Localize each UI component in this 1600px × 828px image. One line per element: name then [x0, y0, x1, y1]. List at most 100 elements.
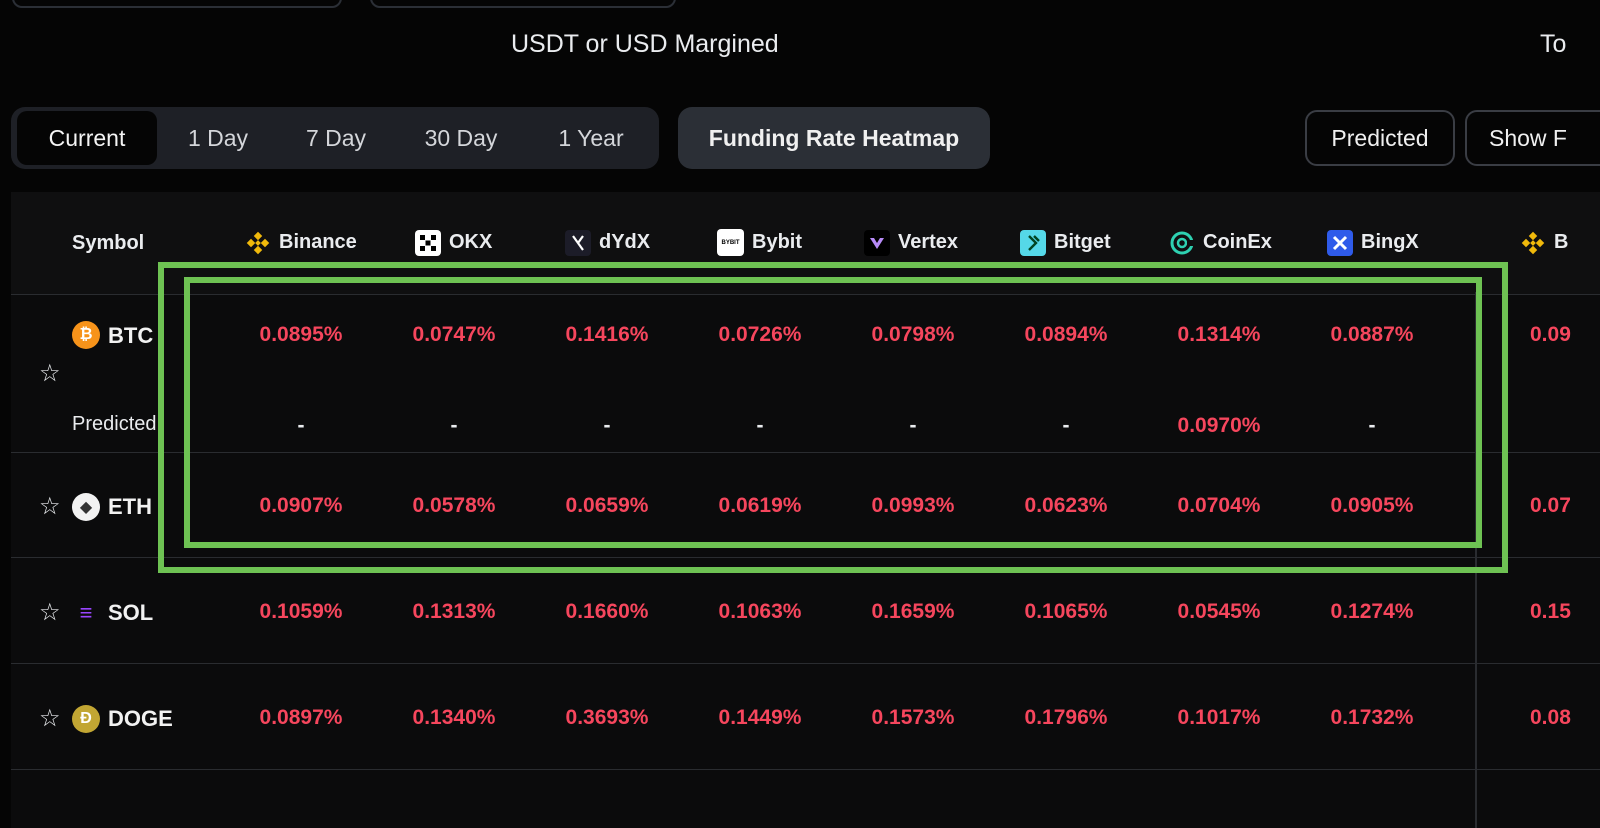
row-divider — [11, 769, 1600, 770]
dydx-icon — [564, 229, 591, 256]
exchange-header-binance[interactable]: Binance — [244, 229, 357, 256]
exchange-header-bingx[interactable]: BingX — [1326, 229, 1419, 256]
predicted-button[interactable]: Predicted — [1305, 110, 1455, 166]
exchange-name: Vertex — [898, 231, 959, 253]
rate-cell: 0.1449% — [718, 706, 802, 729]
section-heading-right: To — [1540, 30, 1567, 58]
bingx-icon — [1326, 229, 1353, 256]
favorite-star-icon[interactable]: ☆ — [39, 493, 61, 520]
exchange-header-bitget[interactable]: Bitget — [1019, 229, 1111, 256]
predicted-rate-cell: - — [909, 414, 917, 437]
sol-icon: ≡ — [79, 600, 93, 625]
exchange-name: Binance — [279, 231, 357, 253]
highlight-box-inner — [184, 277, 1482, 548]
binance-icon — [244, 229, 271, 256]
binance-icon — [1519, 229, 1546, 256]
rate-cell: 0.07 — [1530, 494, 1571, 517]
exchange-name: Bybit — [752, 231, 802, 253]
rate-cell: 0.0545% — [1177, 600, 1261, 623]
rate-cell: 0.0726% — [718, 323, 802, 346]
doge-icon: Ð — [72, 705, 100, 733]
coinex-icon — [1168, 229, 1195, 256]
rate-cell: 0.0578% — [412, 494, 496, 517]
highlight-box-outer — [158, 262, 1508, 573]
rate-cell: 0.0993% — [871, 494, 955, 517]
vertex-icon — [863, 229, 890, 256]
bybit-logo-text: BYBIT — [721, 239, 740, 246]
funding-rate-heatmap-button[interactable]: Funding Rate Heatmap — [678, 107, 990, 169]
exchange-name: CoinEx — [1203, 231, 1272, 253]
column-divider — [1475, 292, 1477, 828]
predicted-rate-cell: - — [297, 414, 305, 437]
rate-cell: 0.0619% — [718, 494, 802, 517]
rate-cell: 0.1274% — [1330, 600, 1414, 623]
tab-1-day[interactable]: 1 Day — [187, 124, 249, 151]
predicted-label: Predicted — [72, 413, 157, 435]
okx-icon — [414, 229, 441, 256]
bybit-icon: BYBIT — [717, 229, 744, 256]
exchange-name: OKX — [449, 231, 493, 253]
rate-cell: 0.0798% — [871, 323, 955, 346]
rate-cell: 0.0897% — [259, 706, 343, 729]
rate-cell: 0.0887% — [1330, 323, 1414, 346]
predicted-rate-cell: - — [1062, 414, 1070, 437]
predicted-rate-cell: - — [450, 414, 458, 437]
exchange-header-okx[interactable]: OKX — [414, 229, 492, 256]
rate-cell: 0.08 — [1530, 706, 1571, 729]
funding-rate-table: Symbol Binance OKX dYdX BYBIT Bybit Vert… — [11, 192, 1600, 828]
rate-cell: 0.0704% — [1177, 494, 1261, 517]
tab-30-day[interactable]: 30 Day — [424, 124, 498, 151]
eth-icon: ◆ — [72, 493, 100, 521]
symbol-doge[interactable]: DOGE — [108, 706, 173, 731]
exchange-name: Bitget — [1054, 231, 1111, 253]
favorite-star-icon[interactable]: ☆ — [39, 360, 61, 387]
exchange-header-vertex[interactable]: Vertex — [863, 229, 958, 256]
tab-1-year[interactable]: 1 Year — [558, 124, 624, 151]
tab-current[interactable]: Current — [17, 111, 157, 165]
row-divider — [11, 557, 1600, 558]
rate-cell: 0.1659% — [871, 600, 955, 623]
exchange-header-coinex[interactable]: CoinEx — [1168, 229, 1272, 256]
exchange-header-binance-2[interactable]: B — [1519, 229, 1568, 256]
rate-cell: 0.0895% — [259, 323, 343, 346]
rate-cell: 0.0623% — [1024, 494, 1108, 517]
symbol-sol[interactable]: SOL — [108, 600, 154, 625]
predicted-rate-cell: 0.0970% — [1177, 414, 1261, 437]
row-divider — [11, 452, 1600, 453]
favorite-star-icon[interactable]: ☆ — [39, 705, 61, 732]
tab-7-day[interactable]: 7 Day — [305, 124, 367, 151]
exchange-header-bybit[interactable]: BYBIT Bybit — [717, 229, 802, 256]
rate-cell: 0.15 — [1530, 600, 1571, 623]
rate-cell: 0.0905% — [1330, 494, 1414, 517]
section-heading: USDT or USD Margined — [511, 30, 779, 58]
predicted-rate-cell: - — [756, 414, 764, 437]
rate-cell: 0.0659% — [565, 494, 649, 517]
top-control-left[interactable] — [12, 0, 342, 8]
exchange-name: BingX — [1361, 231, 1419, 253]
rate-cell: 0.0894% — [1024, 323, 1108, 346]
exchange-name: dYdX — [599, 231, 651, 253]
rate-cell: 0.1573% — [871, 706, 955, 729]
btc-icon: ₿ — [72, 321, 100, 349]
rate-cell: 0.1065% — [1024, 600, 1108, 623]
rate-cell: 0.0907% — [259, 494, 343, 517]
exchange-name: B — [1554, 231, 1569, 253]
rate-cell: 0.1059% — [259, 600, 343, 623]
symbol-column-header[interactable]: Symbol — [72, 232, 145, 254]
symbol-btc[interactable]: BTC — [108, 323, 154, 348]
symbol-eth[interactable]: ETH — [108, 494, 152, 519]
rate-cell: 0.1340% — [412, 706, 496, 729]
exchange-header-dydx[interactable]: dYdX — [564, 229, 650, 256]
rate-cell: 0.1796% — [1024, 706, 1108, 729]
rate-cell: 0.1416% — [565, 323, 649, 346]
period-tabs: Current 1 Day 7 Day 30 Day 1 Year — [11, 107, 659, 169]
rate-cell: 0.3693% — [565, 706, 649, 729]
favorite-star-icon[interactable]: ☆ — [39, 599, 61, 626]
rate-cell: 0.0747% — [412, 323, 496, 346]
rate-cell: 0.1732% — [1330, 706, 1414, 729]
top-control-right[interactable] — [370, 0, 676, 8]
predicted-rate-cell: - — [1368, 414, 1376, 437]
rate-cell: 0.1313% — [412, 600, 496, 623]
rate-cell: 0.1063% — [718, 600, 802, 623]
show-more-button[interactable]: Show F — [1465, 110, 1600, 166]
